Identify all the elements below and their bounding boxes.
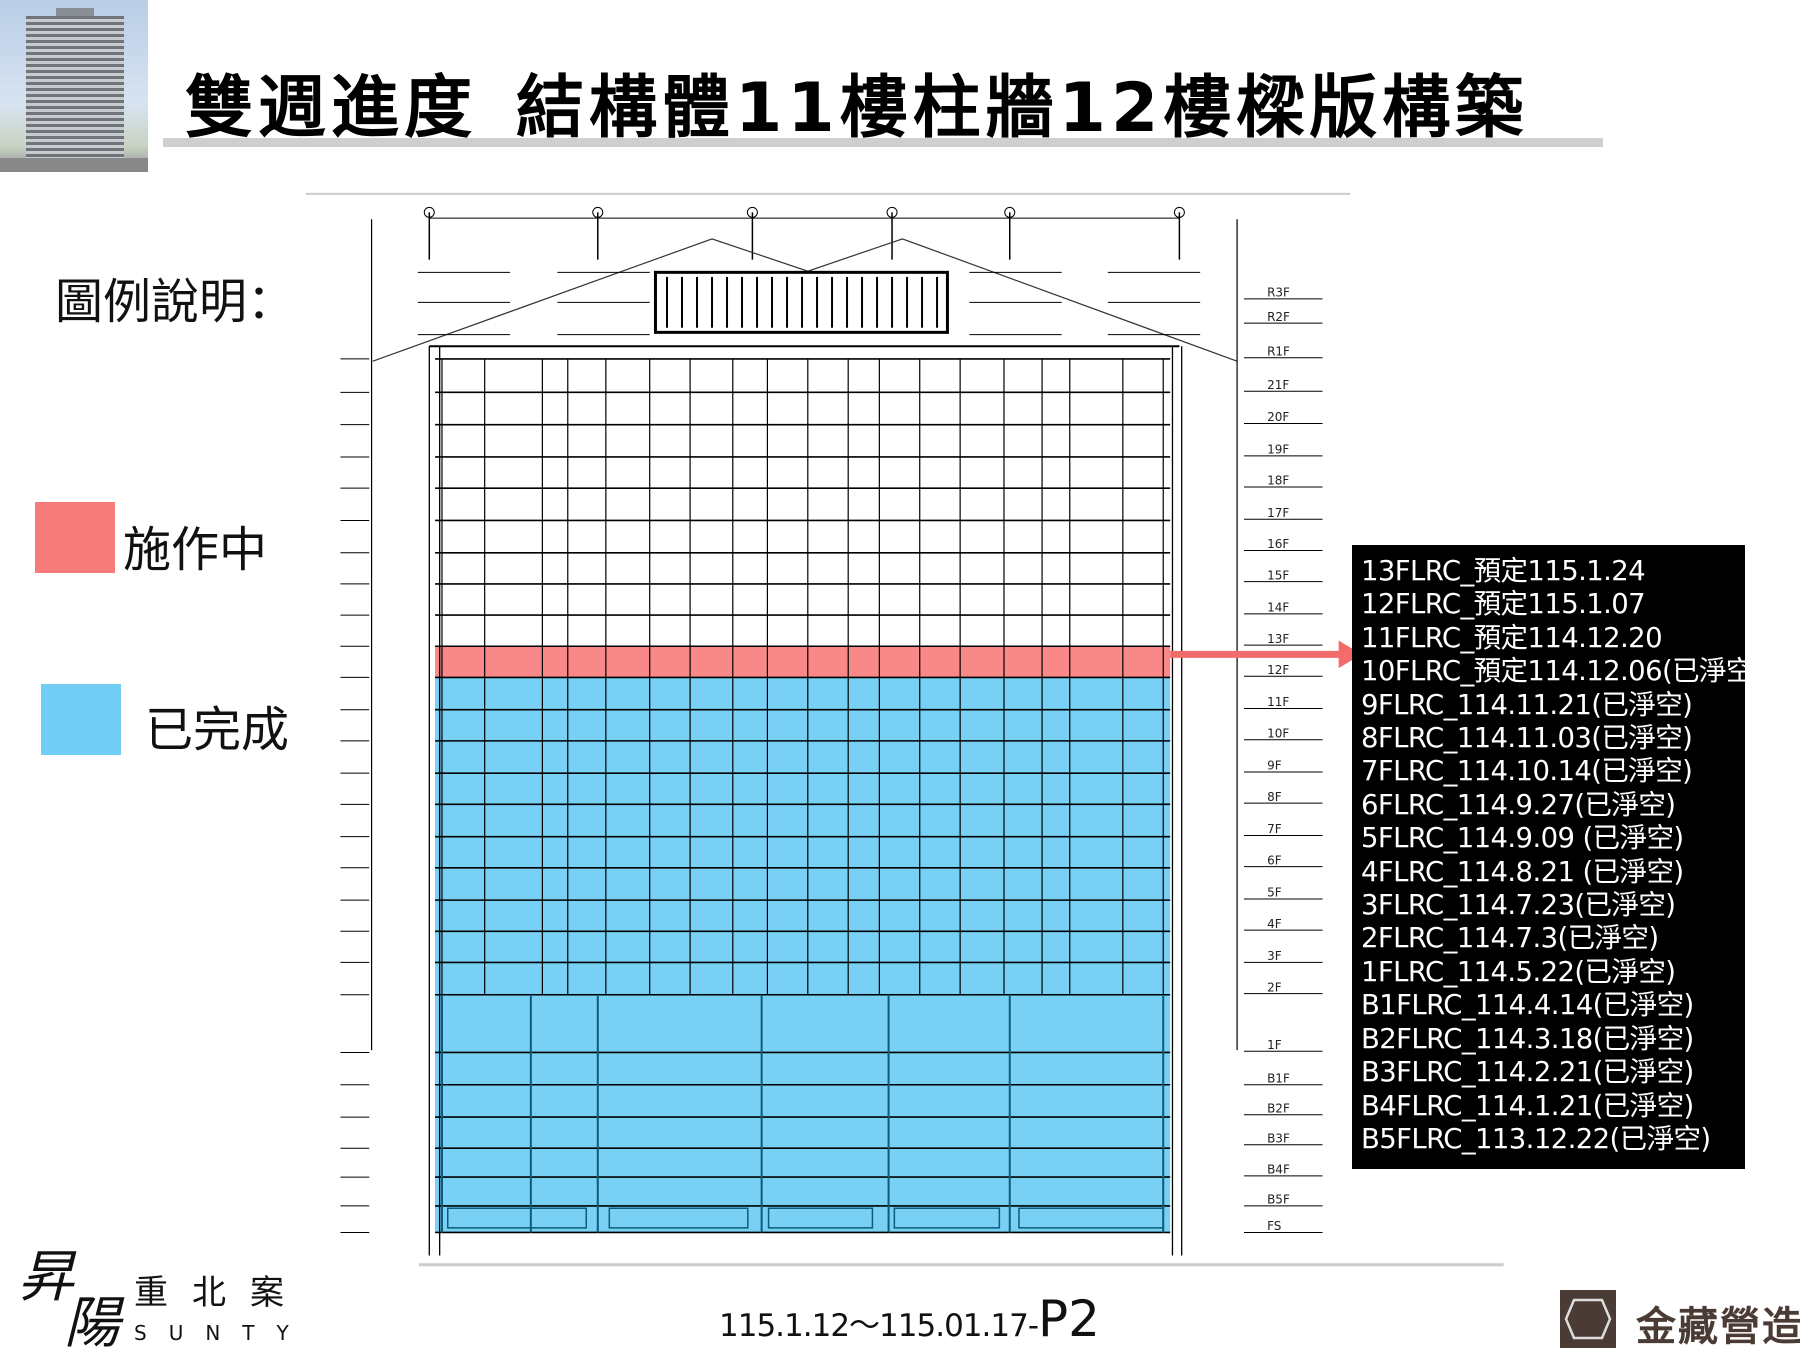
company-logo: 金藏營造	[1560, 1290, 1800, 1350]
grid-bubble	[746, 206, 758, 218]
schedule-item: 10FLRC_預定114.12.06(已淨空)	[1361, 655, 1764, 688]
title-underline	[163, 138, 1603, 147]
page-title: 雙週進度_結構體11樓柱牆12樓樑版構築	[185, 69, 1529, 148]
floor-label: 12F	[1267, 663, 1289, 677]
legend-label-completed: 已完成	[145, 702, 290, 758]
floor-label: 8F	[1267, 790, 1282, 804]
schedule-item: B2FLRC_114.3.18(已淨空)	[1361, 1022, 1694, 1055]
schedule-item: 11FLRC_預定114.12.20	[1361, 621, 1663, 654]
floor-label: 13F	[1267, 632, 1289, 646]
floor-label: R1F	[1267, 344, 1290, 358]
schedule-item: 3FLRC_114.7.23(已淨空)	[1361, 889, 1676, 922]
building-elevation-drawing: R3F R2F R1F 21F 20F 19F 18F 17F 16F 15F 14F 13F 12F 1…	[305, 192, 1504, 1267]
svg-text:陽: 陽	[64, 1291, 125, 1348]
grid-bubble	[592, 206, 604, 218]
floor-label: 21F	[1267, 378, 1289, 392]
floor-label: 2F	[1267, 980, 1282, 994]
foundation-beam	[447, 1207, 587, 1229]
floor-label: 9F	[1267, 759, 1282, 773]
legend-swatch-completed	[41, 684, 121, 755]
svg-text:SUNTY: SUNTY	[134, 1321, 311, 1345]
schedule-item: 1FLRC_114.5.22(已淨空)	[1361, 955, 1676, 988]
foundation-beam	[608, 1207, 749, 1229]
page-number: P2	[1038, 1290, 1100, 1348]
floor-label: B1F	[1267, 1071, 1290, 1085]
floor-label: 20F	[1267, 410, 1289, 424]
completed-floors-band	[435, 677, 1171, 1233]
svg-text:重北案: 重北案	[134, 1273, 308, 1313]
date-range: 115.1.12～115.01.17-	[719, 1308, 1039, 1344]
schedule-item: 6FLRC_114.9.27(已淨空)	[1361, 788, 1676, 821]
floor-label: 3F	[1267, 949, 1282, 963]
floor-label: 19F	[1267, 443, 1289, 457]
schedule-item: B3FLRC_114.2.21(已淨空)	[1361, 1056, 1694, 1089]
floor-label: 10F	[1267, 726, 1289, 740]
schedule-item: 13FLRC_預定115.1.24	[1361, 555, 1646, 587]
floor-label: 14F	[1267, 601, 1289, 615]
grid-bubble	[423, 206, 435, 218]
legend-label-in-progress: 施作中	[123, 522, 268, 578]
company-logo-mark	[1560, 1290, 1616, 1348]
svg-text:昇: 昇	[18, 1245, 77, 1310]
legend-swatch-in-progress	[35, 502, 115, 573]
floor-label: 4F	[1267, 917, 1282, 931]
foundation-beam	[767, 1207, 874, 1229]
grid-bubble	[1004, 206, 1016, 218]
foundation-beam	[893, 1207, 1001, 1229]
schedule-panel: 13FLRC_預定115.1.24 12FLRC_預定115.1.07 11FLRC…	[1352, 545, 1764, 1169]
company-name: 金藏營造	[1636, 1304, 1800, 1350]
project-logo: 昇 陽 重北案 SUNTY	[18, 1245, 311, 1348]
schedule-item: B5FLRC_113.12.22(已淨空)	[1361, 1122, 1711, 1155]
foundation-beam	[1018, 1207, 1164, 1229]
floor-label: B5F	[1267, 1193, 1290, 1207]
grid-bubble	[1173, 206, 1185, 218]
arrow-head-icon	[1338, 640, 1362, 669]
floor-label: 5F	[1267, 886, 1282, 900]
floor-label: B2F	[1267, 1101, 1290, 1115]
schedule-item: 4FLRC_114.8.21 (已淨空)	[1361, 855, 1684, 888]
floor-label: R2F	[1267, 310, 1290, 324]
building-photo	[0, 0, 148, 172]
floor-label: 15F	[1267, 568, 1289, 582]
floor-label: 17F	[1267, 506, 1289, 520]
floor-label: 7F	[1267, 822, 1282, 836]
schedule-item: B4FLRC_114.1.21(已淨空)	[1361, 1089, 1694, 1122]
schedule-item: 7FLRC_114.10.14(已淨空)	[1361, 755, 1693, 788]
floor-label: 1F	[1267, 1038, 1282, 1052]
floor-label: B3F	[1267, 1131, 1290, 1145]
floor-label: 16F	[1267, 537, 1289, 551]
schedule-item: 12FLRC_預定115.1.07	[1361, 588, 1646, 621]
floor-label: 18F	[1267, 474, 1289, 488]
floor-label: 6F	[1267, 853, 1282, 867]
schedule-item: 8FLRC_114.11.03(已淨空)	[1361, 722, 1693, 755]
floor-label: R3F	[1267, 286, 1290, 300]
schedule-item: 5FLRC_114.9.09 (已淨空)	[1361, 822, 1684, 855]
floor-label: FS	[1267, 1219, 1281, 1233]
schedule-item: B1FLRC_114.4.14(已淨空)	[1361, 989, 1694, 1022]
footer-date-range: 115.1.12～115.01.17-P2	[719, 1290, 1100, 1348]
schedule-item: 9FLRC_114.11.21(已淨空)	[1361, 688, 1693, 721]
in-progress-floor-band	[435, 646, 1171, 678]
floor-label: 11F	[1267, 695, 1289, 709]
legend-title: 圖例說明：	[55, 274, 296, 330]
grid-bubble	[886, 206, 898, 218]
floor-label: B4F	[1267, 1163, 1290, 1177]
schedule-item: 2FLRC_114.7.3(已淨空)	[1361, 922, 1659, 955]
